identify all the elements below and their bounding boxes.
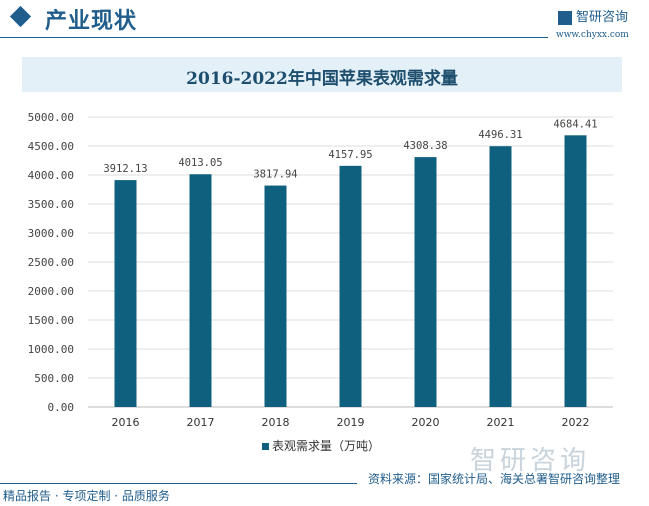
data-label: 4684.41 — [553, 118, 597, 130]
y-tick-label: 1500.00 — [28, 314, 74, 327]
x-tick-label: 2019 — [337, 416, 365, 429]
header-divider — [0, 37, 548, 38]
y-tick-label: 2500.00 — [28, 256, 74, 269]
data-label: 4013.05 — [178, 157, 222, 169]
y-tick-label: 3500.00 — [28, 198, 74, 211]
x-tick-label: 2017 — [187, 416, 215, 429]
source-note: 资料来源：国家统计局、海关总署智研咨询整理 — [368, 472, 621, 486]
x-tick-label: 2018 — [262, 416, 290, 429]
data-label: 3817.94 — [253, 169, 297, 181]
footer-divider — [0, 483, 357, 484]
bar — [414, 157, 437, 407]
y-tick-label: 500.00 — [34, 372, 74, 385]
chart-title-box: 2016-2022年中国苹果表观需求量 — [22, 57, 622, 92]
logo-icon — [558, 10, 572, 25]
data-label: 4496.31 — [478, 129, 522, 141]
x-tick-label: 2016 — [112, 416, 140, 429]
y-tick-label: 4500.00 — [28, 140, 74, 153]
legend-swatch — [262, 443, 269, 450]
y-tick-label: 5000.00 — [28, 111, 74, 124]
x-tick-label: 2021 — [487, 416, 515, 429]
bar — [564, 135, 587, 408]
section-title: 产业现状 — [45, 9, 138, 34]
bar — [189, 174, 212, 407]
y-tick-label: 0.00 — [48, 401, 75, 414]
bar — [114, 180, 137, 407]
data-label: 3912.13 — [103, 163, 147, 175]
data-label: 4308.38 — [403, 140, 447, 152]
bar — [339, 165, 362, 407]
y-tick-label: 3000.00 — [28, 227, 74, 240]
x-tick-label: 2020 — [412, 416, 440, 429]
logo-text: 智研咨询 — [576, 10, 629, 25]
chart-title: 2016-2022年中国苹果表观需求量 — [186, 69, 458, 89]
bar — [264, 185, 287, 407]
slogan: 精品报告 · 专项定制 · 品质服务 — [3, 489, 170, 503]
data-label: 4157.95 — [328, 149, 372, 161]
watermark: 智研咨询 — [470, 446, 591, 476]
x-tick-label: 2022 — [562, 416, 590, 429]
legend-label: 表观需求量（万吨） — [272, 439, 381, 453]
site-url: www.chyxx.com — [556, 30, 629, 40]
legend: 表观需求量（万吨） — [262, 437, 380, 454]
y-tick-label: 1000.00 — [28, 343, 74, 356]
bar — [489, 146, 512, 407]
y-tick-label: 4000.00 — [28, 169, 74, 182]
brand-logo: 智研咨询 — [558, 6, 628, 25]
y-tick-label: 2000.00 — [28, 285, 74, 298]
